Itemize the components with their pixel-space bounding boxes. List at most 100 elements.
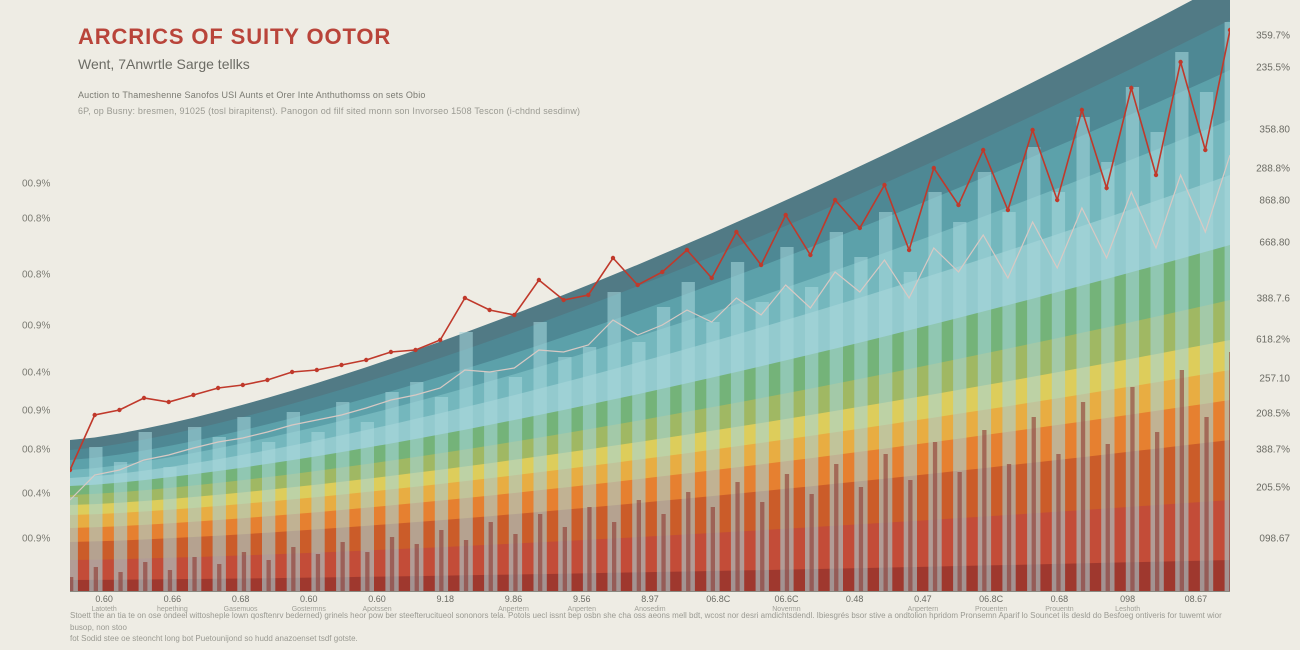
line-primary-marker (561, 298, 565, 302)
thin-bar (686, 492, 690, 592)
y-right-tick: 868.80 (1234, 196, 1290, 207)
thin-bar (735, 482, 739, 592)
line-primary-marker (636, 283, 640, 287)
y-left-tick: 00.4% (22, 489, 50, 500)
y-right-tick: 358.80 (1234, 125, 1290, 136)
line-primary-marker (833, 198, 837, 202)
line-primary-marker (241, 383, 245, 387)
y-right-tick: 359.7% (1234, 30, 1290, 41)
thin-bar (834, 464, 838, 592)
line-primary-marker (487, 308, 491, 312)
thin-bar (1081, 402, 1085, 592)
line-primary-marker (191, 393, 195, 397)
thin-bar (859, 487, 863, 592)
thin-bar (1180, 370, 1184, 592)
footnote: Stoett the an tia te on ose ondeel witto… (70, 610, 1230, 644)
thin-bar (637, 500, 641, 592)
y-left-tick: 00.9% (22, 178, 50, 189)
line-primary-marker (611, 256, 615, 260)
line-primary-marker (685, 248, 689, 252)
line-primary-marker (463, 296, 467, 300)
thin-bar (390, 537, 394, 592)
thin-bar (1229, 352, 1230, 592)
y-left-tick: 00.9% (22, 406, 50, 417)
thin-bar (316, 554, 320, 592)
line-primary-marker (784, 213, 788, 217)
line-primary-marker (1080, 108, 1084, 112)
thin-bar (513, 534, 517, 592)
y-right-tick: 205.5% (1234, 483, 1290, 494)
thin-bar (168, 570, 172, 592)
thin-bar (933, 442, 937, 592)
line-primary-marker (907, 248, 911, 252)
thin-bar (538, 514, 542, 592)
line-primary-marker (932, 166, 936, 170)
y-right-tick: 257.10 (1234, 373, 1290, 384)
y-right-tick: 235.5% (1234, 63, 1290, 74)
thin-bar (1106, 444, 1110, 592)
line-primary-marker (956, 203, 960, 207)
thin-bar (415, 544, 419, 592)
thin-bar (661, 514, 665, 592)
line-primary-marker (1055, 198, 1059, 202)
y-left-tick: 00.9% (22, 533, 50, 544)
thin-bar (341, 542, 345, 592)
chart-title: ARCRICS OF SUITY OOTOR (78, 24, 580, 50)
line-primary-marker (710, 276, 714, 280)
footnote-line-2: fot Sodid stee oe steoncht long bot Puet… (70, 633, 1230, 644)
line-primary-marker (1154, 173, 1158, 177)
line-primary-marker (734, 230, 738, 234)
thin-bar (489, 522, 493, 592)
chart-header: ARCRICS OF SUITY OOTOR Went, 7Anwrtle Sa… (78, 24, 580, 116)
thin-bar (612, 522, 616, 592)
thin-bar (242, 552, 246, 592)
thin-bar (1032, 417, 1036, 592)
thin-bar (192, 557, 196, 592)
line-primary-marker (413, 348, 417, 352)
thin-bar (118, 572, 122, 592)
chart-note-2: 6P, op Busny: bresmen, 91025 (tosl birap… (78, 106, 580, 116)
line-primary-marker (142, 396, 146, 400)
line-primary-marker (512, 313, 516, 317)
thin-bar (143, 562, 147, 592)
line-primary-marker (537, 278, 541, 282)
line-primary-marker (364, 358, 368, 362)
y-left-tick: 00.9% (22, 320, 50, 331)
thin-bar (1155, 432, 1159, 592)
line-primary-marker (1104, 186, 1108, 190)
thin-bar (711, 507, 715, 592)
line-primary-marker (882, 183, 886, 187)
thin-bar (94, 567, 98, 592)
thin-bar (563, 527, 567, 592)
y-left-tick: 00.8% (22, 444, 50, 455)
y-right-tick: 288.8% (1234, 163, 1290, 174)
y-right-tick: 098.67 (1234, 533, 1290, 544)
thin-bar (785, 474, 789, 592)
line-primary-marker (167, 400, 171, 404)
thin-bar (958, 472, 962, 592)
line-primary-marker (265, 378, 269, 382)
line-primary-marker (808, 253, 812, 257)
line-primary-marker (438, 338, 442, 342)
y-right-tick: 388.7% (1234, 444, 1290, 455)
line-primary-marker (1030, 128, 1034, 132)
thin-bar (1130, 387, 1134, 592)
thin-bar (884, 454, 888, 592)
line-primary-marker (216, 386, 220, 390)
chart-container: ARCRICS OF SUITY OOTOR Went, 7Anwrtle Sa… (0, 0, 1300, 650)
thin-bar (1204, 417, 1208, 592)
thin-bar (464, 540, 468, 592)
thin-bar (1056, 454, 1060, 592)
thin-bar (70, 577, 73, 592)
thin-bar (267, 560, 271, 592)
thin-bar (982, 430, 986, 592)
y-right-tick: 668.80 (1234, 237, 1290, 248)
line-primary-marker (1203, 148, 1207, 152)
line-primary-marker (981, 148, 985, 152)
y-left-tick: 00.8% (22, 270, 50, 281)
thin-bar (760, 502, 764, 592)
y-axis-left: 00.9%00.8%00.8%00.9%00.4%00.9%00.8%00.4%… (22, 0, 68, 592)
y-right-tick: 618.2% (1234, 335, 1290, 346)
chart-subtitle: Went, 7Anwrtle Sarge tellks (78, 56, 580, 72)
line-primary-marker (290, 370, 294, 374)
